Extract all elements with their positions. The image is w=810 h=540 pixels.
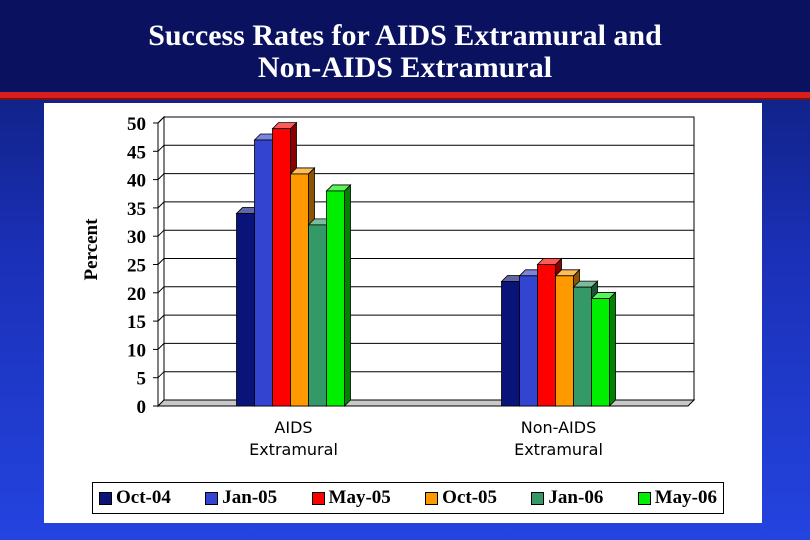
y-tick-label: 5 (137, 369, 147, 390)
bar (591, 298, 610, 407)
y-tick-label: 15 (127, 312, 146, 333)
legend-item: May-05 (311, 487, 391, 509)
y-tick-label: 40 (127, 171, 146, 192)
title-divider (0, 92, 810, 100)
y-tick-label: 10 (127, 340, 146, 361)
gridline (157, 229, 694, 237)
bar-side (609, 291, 616, 407)
legend-label: Oct-04 (116, 487, 171, 508)
bar (555, 275, 574, 407)
y-axis-label: Percent (81, 218, 102, 281)
bar (290, 173, 309, 407)
bar (254, 139, 273, 407)
legend-label: Jan-05 (222, 487, 278, 508)
y-tick-label: 35 (127, 199, 146, 220)
bar (537, 264, 556, 407)
gridline (157, 201, 694, 209)
x-category-label: AIDS (274, 418, 312, 437)
legend-swatch (99, 491, 112, 505)
bar (573, 286, 592, 407)
chart-title: Success Rates for AIDS Extramural and No… (0, 20, 810, 84)
bar (326, 190, 345, 407)
y-tick-label: 45 (127, 142, 146, 163)
x-category-label: Extramural (249, 440, 338, 459)
y-tick-label: 0 (137, 397, 147, 418)
legend-item: Oct-05 (425, 487, 497, 509)
legend-swatch (425, 491, 439, 505)
bar (519, 275, 538, 407)
gridline (157, 116, 694, 124)
x-category-label: Extramural (514, 440, 603, 459)
legend-label: Jan-06 (548, 487, 604, 508)
legend-swatch (311, 491, 325, 505)
y-tick-label: 20 (127, 284, 146, 305)
legend-item: Oct-04 (99, 487, 171, 509)
chart-title-line-1: Success Rates for AIDS Extramural and (148, 19, 662, 52)
bar-side (344, 183, 351, 407)
chart-title-line-2: Non-AIDS Extramural (257, 51, 553, 84)
gridline (157, 258, 694, 265)
legend-swatch (531, 491, 545, 505)
legend-item: Jan-06 (531, 487, 603, 509)
bar (272, 128, 291, 407)
chart-legend: Oct-04 Jan-05 May-05 Oct-05 Jan-06 May-06 (92, 482, 724, 514)
y-tick-label: 30 (127, 227, 146, 248)
title-bar (0, 0, 810, 92)
chart-panel: 0 5 10 15 20 25 30 35 40 45 50 Percent AIDS Extramura… (44, 103, 762, 523)
bar-chart: 0 5 10 15 20 25 30 35 40 45 50 Percent AIDS Extramura… (81, 114, 696, 459)
x-category-label: Non-AIDS (521, 418, 596, 437)
legend-label: May-05 (328, 487, 391, 508)
legend-swatch (205, 491, 219, 505)
legend-label: May-06 (654, 487, 717, 508)
gridline (157, 173, 694, 180)
y-tick-label: 50 (127, 114, 146, 135)
bar (236, 213, 255, 407)
legend-label: Oct-05 (442, 487, 498, 508)
legend-swatch (637, 491, 651, 505)
bar (308, 224, 327, 407)
y-tick-label: 25 (127, 256, 146, 277)
gridline (157, 144, 694, 152)
legend-item: Jan-05 (205, 487, 277, 509)
legend-item: May-06 (637, 487, 717, 509)
bar (501, 281, 520, 407)
